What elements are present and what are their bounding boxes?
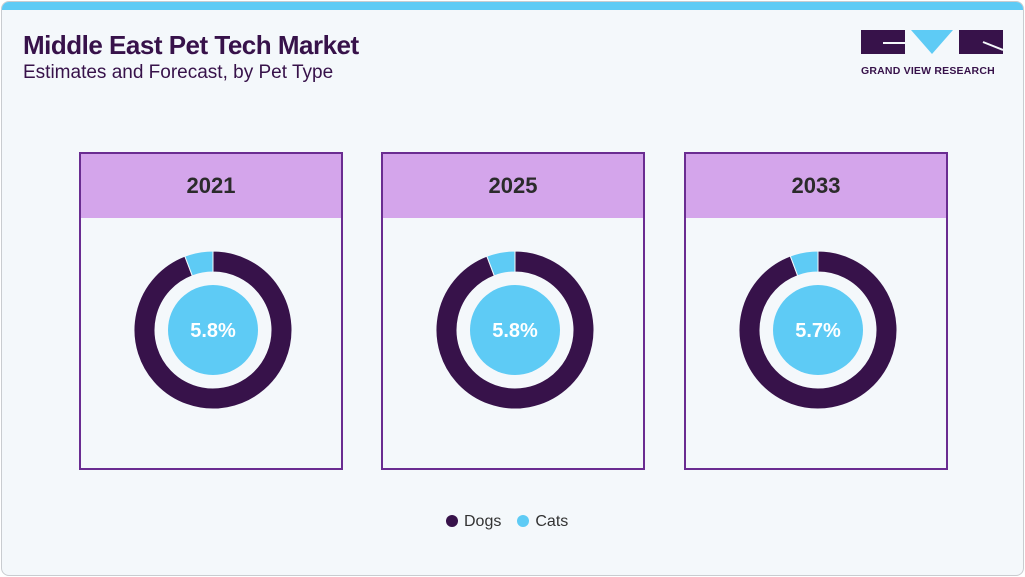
center-label: 5.8% bbox=[492, 320, 538, 342]
cats-swatch-icon bbox=[517, 515, 530, 527]
panel-2033: 2033 5.7% bbox=[684, 152, 948, 470]
donut-chart: 5.8% bbox=[133, 250, 293, 410]
panel-year: 2021 bbox=[81, 154, 341, 218]
dogs-swatch-icon bbox=[446, 515, 458, 527]
panel-2021: 2021 5.8% bbox=[79, 152, 343, 470]
legend: Dogs Cats bbox=[446, 513, 568, 531]
slice-dogs[interactable] bbox=[133, 250, 293, 410]
slice-cats[interactable] bbox=[486, 250, 516, 277]
legend-item-dogs[interactable]: Dogs bbox=[446, 513, 501, 531]
center-circle bbox=[773, 285, 863, 375]
slice-dogs[interactable] bbox=[738, 250, 898, 410]
chart-subtitle: Estimates and Forecast, by Pet Type bbox=[23, 62, 334, 83]
logo-mark-icon bbox=[861, 30, 1004, 54]
legend-item-cats[interactable]: Cats bbox=[517, 513, 568, 531]
panel-year: 2033 bbox=[686, 154, 946, 218]
slice-cats[interactable] bbox=[789, 250, 819, 277]
center-label: 5.8% bbox=[190, 320, 236, 342]
donut-chart: 5.7% bbox=[738, 250, 898, 410]
center-label: 5.7% bbox=[795, 320, 841, 342]
panel-2025: 2025 5.8% bbox=[381, 152, 645, 470]
center-circle bbox=[168, 285, 258, 375]
top-accent-bar bbox=[2, 2, 1023, 10]
slice-cats[interactable] bbox=[184, 250, 214, 277]
donut-chart: 5.8% bbox=[435, 250, 595, 410]
center-circle bbox=[470, 285, 560, 375]
panel-year: 2025 bbox=[383, 154, 643, 218]
grand-view-research-logo: GRAND VIEW RESEARCH bbox=[861, 30, 1004, 77]
chart-title: Middle East Pet Tech Market bbox=[23, 30, 359, 60]
slice-dogs[interactable] bbox=[435, 250, 595, 410]
